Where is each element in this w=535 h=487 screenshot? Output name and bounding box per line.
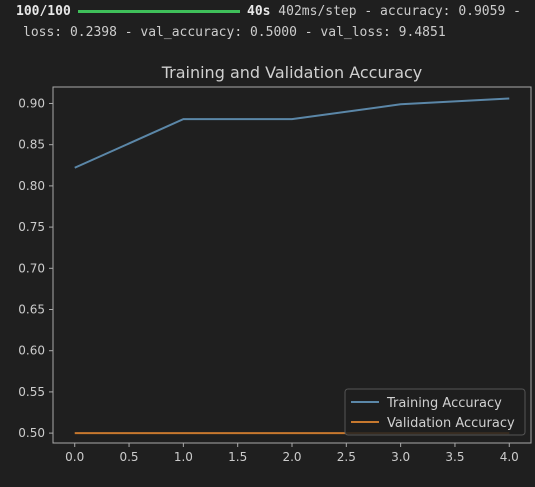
y-tick-label: 0.50	[18, 426, 45, 440]
step-metrics: 402ms/step - accuracy: 0.9059 -	[270, 4, 521, 19]
chart-area: Training and Validation Accuracy 0.0 0.5 1…	[0, 54, 535, 483]
y-tick-label: 0.75	[18, 220, 45, 234]
y-tick-label: 0.85	[18, 138, 45, 152]
y-tick-label: 0.55	[18, 385, 45, 399]
x-tick-label: 3.0	[391, 450, 410, 464]
elapsed-time: 40s	[247, 4, 271, 19]
x-tick-label: 2.5	[337, 450, 356, 464]
progress-bar	[78, 10, 240, 13]
progress-fill	[78, 10, 240, 13]
step-counter: 100/100	[16, 4, 71, 19]
legend-label: Validation Accuracy	[387, 416, 515, 431]
x-tick-label: 0.0	[65, 450, 84, 464]
y-tick-label: 0.80	[18, 179, 45, 193]
log-line-1-rest: 40s 402ms/step - accuracy: 0.9059 -	[247, 4, 521, 20]
x-tick-label: 1.0	[174, 450, 193, 464]
y-tick-label: 0.65	[18, 303, 45, 317]
x-tick-label: 1.5	[228, 450, 247, 464]
log-line-2: loss: 0.2398 - val_accuracy: 0.5000 - va…	[23, 25, 446, 40]
y-tick-label: 0.90	[18, 96, 45, 110]
training-accuracy-line	[74, 97, 510, 169]
x-tick-label: 4.0	[500, 450, 519, 464]
x-tick-label: 3.5	[445, 450, 464, 464]
x-tick-label: 0.5	[119, 450, 138, 464]
legend-label: Training Accuracy	[386, 396, 502, 411]
legend-box	[344, 388, 526, 436]
chart-title: Training and Validation Accuracy	[161, 63, 423, 82]
x-tick-label: 2.0	[282, 450, 301, 464]
training-log: 100/100 40s 402ms/step - accuracy: 0.905…	[0, 0, 535, 50]
accuracy-chart: Training and Validation Accuracy 0.0 0.5 1…	[18, 63, 532, 464]
y-tick-label: 0.70	[18, 261, 45, 275]
y-tick-label: 0.60	[18, 344, 45, 358]
log-line-1: 100/100	[16, 4, 71, 20]
